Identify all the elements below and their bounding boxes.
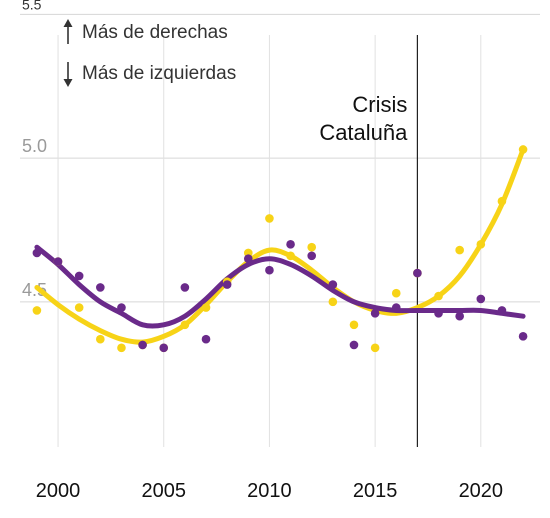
data-point-purple xyxy=(307,251,317,261)
data-point-purple xyxy=(265,265,274,275)
x-tick-label: 2015 xyxy=(353,480,398,502)
data-point-yellow xyxy=(497,196,507,206)
data-point-purple xyxy=(53,257,63,266)
data-point-yellow xyxy=(307,242,317,252)
data-point-purple xyxy=(222,280,232,289)
data-point-purple xyxy=(286,240,295,249)
data-point-yellow xyxy=(328,297,338,307)
legend-up-label: Más de derechas xyxy=(82,22,228,43)
data-point-yellow xyxy=(117,343,126,353)
data-point-purple xyxy=(328,280,338,289)
y-tick-label: 4.5 xyxy=(22,280,47,300)
trend-lines xyxy=(34,146,526,345)
data-point-purple xyxy=(497,306,507,315)
data-point-yellow xyxy=(434,291,443,301)
x-tick-label: 2000 xyxy=(36,480,81,502)
data-point-yellow xyxy=(286,251,295,261)
legend-down-label: Más de izquierdas xyxy=(82,63,236,84)
y-axis: 5.5 5.0 4.5 xyxy=(22,0,47,300)
data-point-yellow xyxy=(265,214,274,223)
data-point-yellow xyxy=(74,303,84,312)
data-point-yellow xyxy=(518,145,528,154)
data-point-purple xyxy=(138,340,147,350)
x-tick-label: 2005 xyxy=(141,480,186,502)
data-point-purple xyxy=(117,303,126,312)
data-point-purple xyxy=(476,294,486,304)
data-point-yellow xyxy=(391,288,401,298)
data-point-purple xyxy=(518,332,528,341)
data-point-purple xyxy=(349,340,359,350)
data-point-purple xyxy=(159,343,169,353)
data-point-purple xyxy=(434,309,443,318)
data-point-yellow xyxy=(180,320,190,330)
data-point-yellow xyxy=(201,303,211,312)
data-point-yellow xyxy=(349,320,359,330)
data-point-purple xyxy=(96,283,105,292)
annotation-line2: Cataluña xyxy=(319,120,408,145)
data-point-yellow xyxy=(455,245,464,255)
annotation-line1: Crisis xyxy=(352,92,407,117)
x-axis: 2000 2005 2010 2015 2020 xyxy=(36,480,503,502)
legend: Más de derechas Más de izquierdas xyxy=(63,19,236,87)
data-point-purple xyxy=(74,271,84,281)
y-tick-label: 5.5 xyxy=(22,0,42,12)
y-tick-label: 5.0 xyxy=(22,136,47,156)
data-point-purple xyxy=(370,309,380,318)
data-point-purple xyxy=(455,311,464,321)
data-point-purple xyxy=(201,334,211,344)
data-point-purple xyxy=(243,254,253,264)
data-point-purple xyxy=(413,268,422,278)
data-point-purple xyxy=(391,303,401,312)
data-point-yellow xyxy=(32,306,42,315)
arrow-down-icon xyxy=(63,62,73,87)
trend-line-yellow xyxy=(34,146,526,345)
x-tick-label: 2020 xyxy=(459,480,504,502)
data-point-purple xyxy=(32,248,42,258)
data-point-yellow xyxy=(370,343,380,353)
data-points xyxy=(32,145,528,353)
arrow-up-icon xyxy=(63,19,73,44)
data-point-yellow xyxy=(476,240,486,249)
data-point-yellow xyxy=(96,334,105,344)
x-tick-label: 2010 xyxy=(247,480,292,502)
grid xyxy=(20,13,540,447)
data-point-purple xyxy=(180,283,190,292)
